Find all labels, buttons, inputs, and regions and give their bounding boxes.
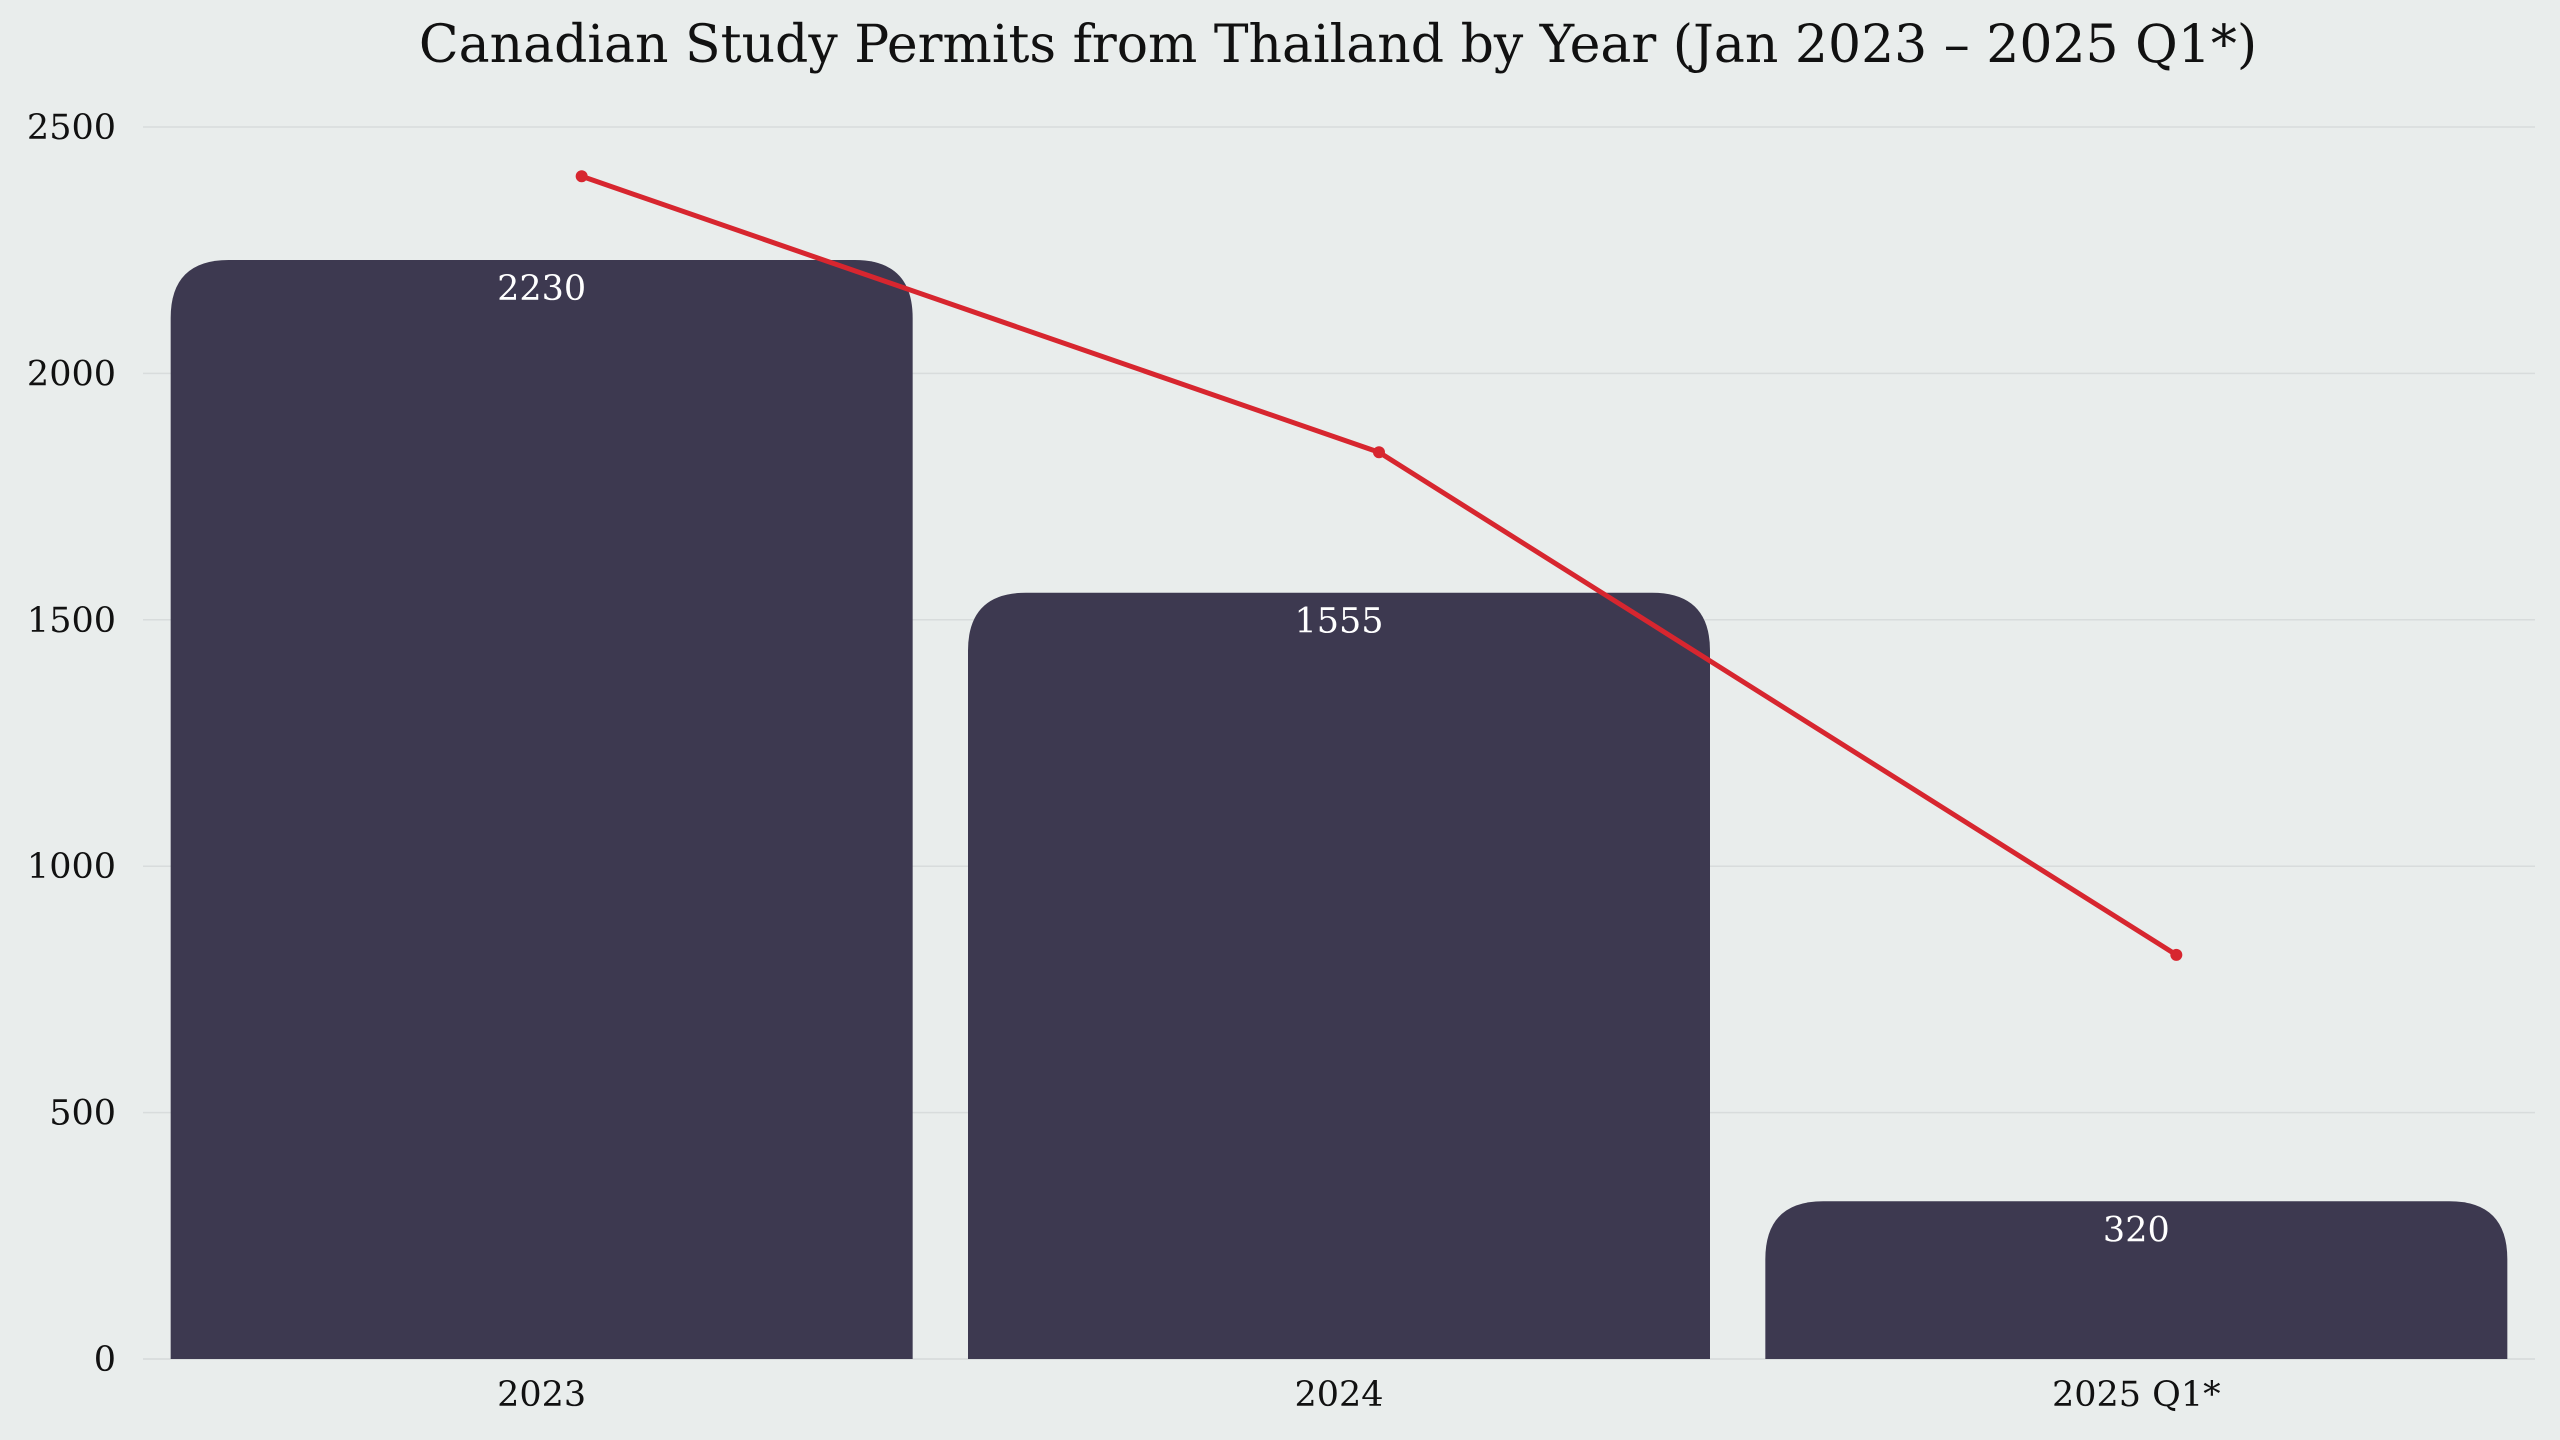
- bar-2024: [968, 592, 1710, 1359]
- y-tick-label: 2000: [27, 354, 116, 394]
- trend-point-2023: [575, 170, 588, 183]
- bar-layer: [170, 260, 2508, 1359]
- bar-2025-q1-: [1765, 1201, 2508, 1359]
- x-tick-label: 2024: [1294, 1375, 1383, 1415]
- y-tick-label: 0: [94, 1340, 116, 1380]
- line-layer: [575, 170, 2183, 961]
- y-tick-label: 1000: [27, 847, 116, 887]
- bar-value-label: 320: [2103, 1210, 2170, 1250]
- axis-layer: 0 500 1000 1500 2000 2500 2023 2024 2025 Q1*: [27, 108, 2535, 1415]
- trend-point-2025-q1-: [2170, 948, 2183, 961]
- y-tick-label: 2500: [27, 108, 116, 148]
- bar-2023: [170, 260, 913, 1359]
- y-tick-label: 1500: [27, 601, 116, 641]
- label-layer: 2230 1555 320: [497, 269, 2170, 1250]
- x-tick-label: 2023: [497, 1375, 586, 1415]
- trend-point-2024: [1373, 446, 1385, 459]
- x-tick-label: 2025 Q1*: [2052, 1375, 2221, 1415]
- y-tick-label: 500: [49, 1094, 116, 1134]
- bar-value-label: 2230: [497, 269, 586, 309]
- bar-value-label: 1555: [1294, 602, 1383, 642]
- chart-title: Canadian Study Permits from Thailand by …: [419, 15, 2257, 75]
